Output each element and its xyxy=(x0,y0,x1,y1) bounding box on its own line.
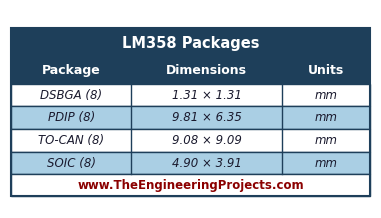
Text: DSBGA (8): DSBGA (8) xyxy=(40,89,102,102)
Bar xyxy=(11,28,370,58)
Bar xyxy=(11,174,370,196)
Text: mm: mm xyxy=(314,111,337,124)
Text: TO-CAN (8): TO-CAN (8) xyxy=(38,134,104,147)
Text: mm: mm xyxy=(314,134,337,147)
Text: Dimensions: Dimensions xyxy=(166,64,247,77)
Text: PDIP (8): PDIP (8) xyxy=(48,111,95,124)
Bar xyxy=(11,84,370,106)
Bar xyxy=(11,106,370,129)
Text: Package: Package xyxy=(42,64,101,77)
Text: mm: mm xyxy=(314,157,337,170)
Text: Units: Units xyxy=(307,64,344,77)
Text: LM358 Packages: LM358 Packages xyxy=(122,36,259,51)
Text: 9.81 × 6.35: 9.81 × 6.35 xyxy=(172,111,242,124)
Bar xyxy=(11,152,370,174)
Text: 4.90 × 3.91: 4.90 × 3.91 xyxy=(172,157,242,170)
Bar xyxy=(11,129,370,152)
Text: 9.08 × 9.09: 9.08 × 9.09 xyxy=(172,134,242,147)
Text: www.TheEngineeringProjects.com: www.TheEngineeringProjects.com xyxy=(77,179,304,192)
Text: SOIC (8): SOIC (8) xyxy=(47,157,96,170)
Bar xyxy=(11,58,370,84)
Text: 1.31 × 1.31: 1.31 × 1.31 xyxy=(172,89,242,102)
Text: mm: mm xyxy=(314,89,337,102)
Bar xyxy=(11,28,370,196)
